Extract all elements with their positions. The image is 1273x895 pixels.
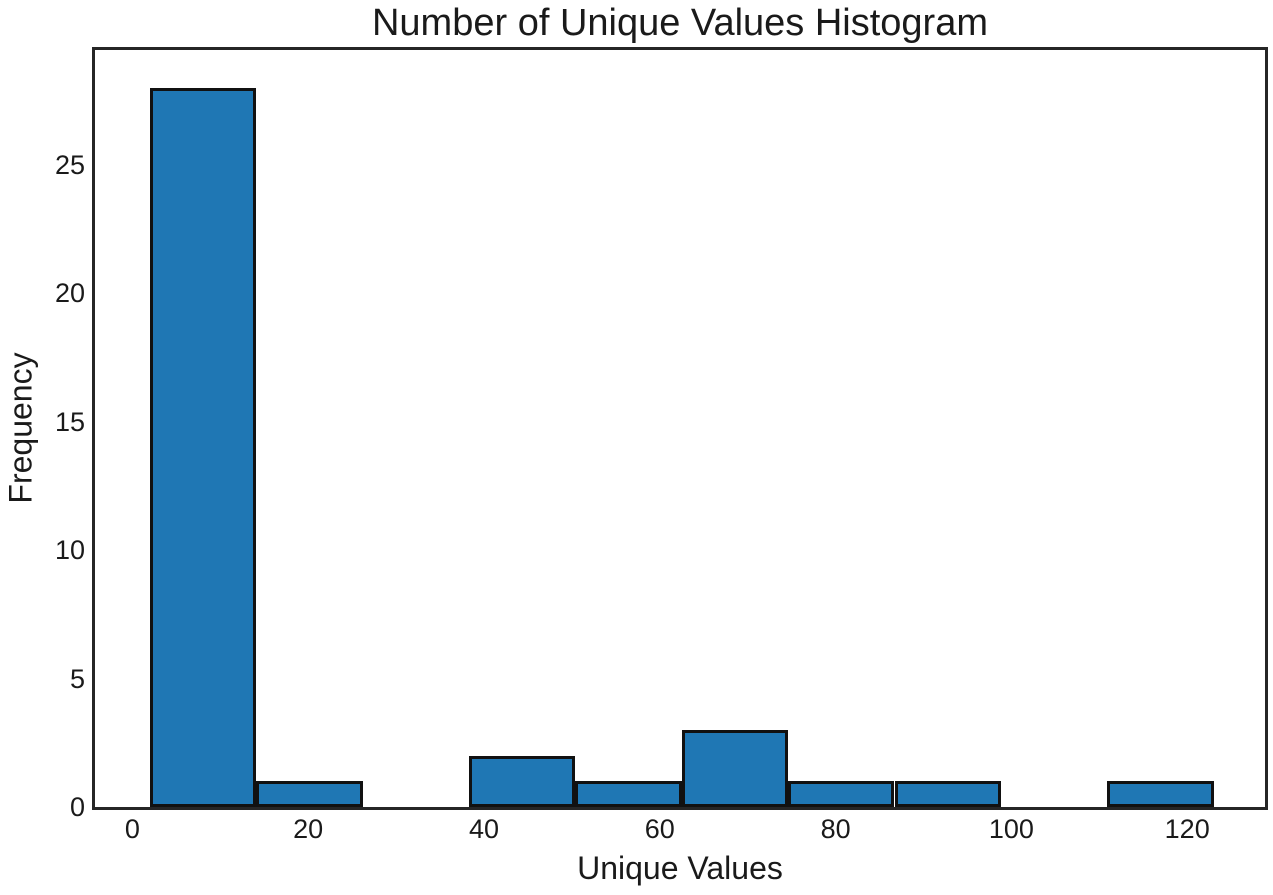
y-axis-label: Frequency [2, 352, 39, 504]
histogram-bar [681, 730, 789, 807]
histogram-bar [256, 781, 363, 807]
histogram-bar [788, 781, 895, 807]
y-tick-label: 0 [69, 792, 85, 822]
x-tick-label: 40 [468, 814, 500, 844]
x-tick-label: 80 [820, 814, 851, 844]
x-tick-label: 20 [293, 814, 324, 844]
x-tick-label: 60 [644, 814, 675, 844]
plot-area [92, 47, 1268, 810]
histogram-bar [894, 781, 1001, 807]
histogram-bar [1107, 781, 1214, 807]
x-tick-label: 0 [124, 814, 140, 844]
y-tick-label: 25 [54, 150, 85, 180]
y-tick-label: 20 [54, 278, 85, 309]
x-axis-label: Unique Values [577, 850, 783, 886]
x-tick-label: 100 [988, 814, 1034, 844]
y-tick-label: 15 [54, 406, 85, 437]
histogram-bar [575, 781, 682, 807]
histogram-bar [149, 88, 257, 807]
y-tick-label: 10 [54, 535, 85, 566]
histogram-bar [469, 755, 576, 807]
x-tick-label: 120 [1164, 814, 1210, 844]
chart-title: Number of Unique Values Histogram [371, 2, 988, 44]
y-tick-label: 5 [69, 663, 85, 694]
